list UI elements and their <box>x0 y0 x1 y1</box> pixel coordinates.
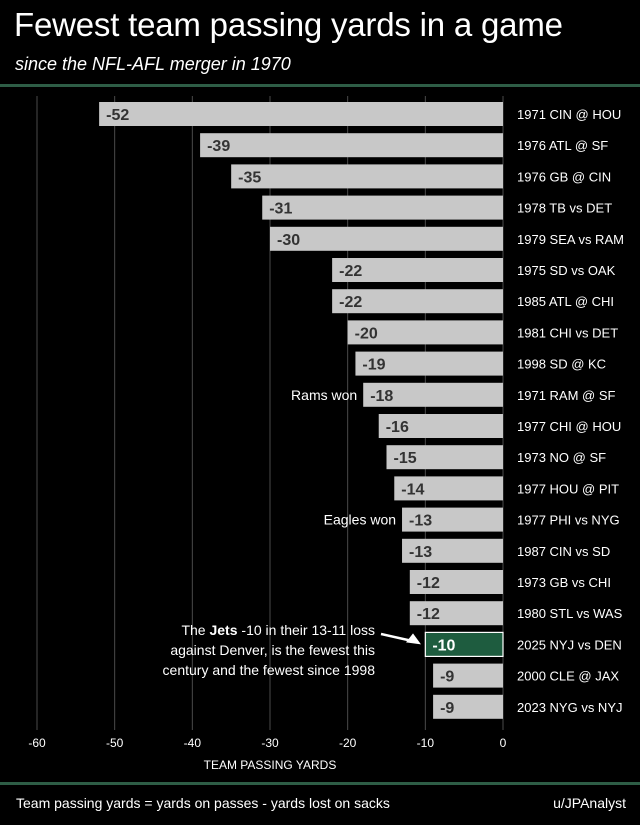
x-tick-label: -40 <box>184 736 202 750</box>
category-label: 1985 ATL @ CHI <box>517 294 614 309</box>
highlight-bar <box>424 631 504 658</box>
category-label: 1987 CIN vs SD <box>517 544 610 559</box>
category-label: 1976 GB @ CIN <box>517 169 611 184</box>
bar <box>394 476 503 501</box>
data-label: -13 <box>409 544 432 561</box>
data-label: -12 <box>417 575 440 592</box>
chart-title: Fewest team passing yards in a game <box>14 6 563 43</box>
bar <box>433 663 503 688</box>
category-label: 1981 CHI vs DET <box>517 325 618 340</box>
category-label: 1977 PHI vs NYG <box>517 513 620 528</box>
data-label: -22 <box>339 294 362 311</box>
x-axis-label: TEAM PASSING YARDS <box>204 758 337 772</box>
data-label: -19 <box>362 357 385 374</box>
bar <box>386 445 503 470</box>
x-tick-label: -60 <box>28 736 46 750</box>
bar <box>409 570 503 594</box>
data-label: -14 <box>401 481 424 498</box>
data-label: -39 <box>207 138 230 155</box>
category-label: 1975 SD vs OAK <box>517 263 616 278</box>
category-label: 2025 NYJ vs DEN <box>517 637 622 652</box>
x-tick-label: 0 <box>500 736 507 750</box>
x-tick-label: -30 <box>261 736 279 750</box>
callout-text: -10 in their 13-11 loss against Denver, … <box>162 622 375 678</box>
category-label: 2023 NYG vs NYJ <box>517 700 623 715</box>
x-tick-label: -20 <box>339 736 357 750</box>
bar <box>270 226 503 251</box>
data-label: -16 <box>386 419 409 436</box>
footer-credit: u/JPAnalyst <box>553 795 626 811</box>
x-tick-label: -50 <box>106 736 124 750</box>
callout-arrow-head <box>406 633 421 645</box>
data-label: -30 <box>277 232 300 249</box>
bar-annotation: Rams won <box>291 387 357 403</box>
callout-team: Jets <box>209 622 238 638</box>
category-label: 1971 RAM @ SF <box>517 388 616 403</box>
jets-callout: The Jets -10 in their 13-11 loss against… <box>150 620 375 680</box>
data-label: -10 <box>432 637 455 654</box>
category-label: 1976 ATL @ SF <box>517 138 608 153</box>
bar <box>402 538 503 563</box>
data-label: -15 <box>394 450 417 467</box>
bar <box>402 507 503 532</box>
bar <box>332 258 503 282</box>
bar <box>363 382 503 407</box>
category-label: 1998 SD @ KC <box>517 357 606 372</box>
category-label: 1977 HOU @ PIT <box>517 481 619 496</box>
data-label: -9 <box>440 700 454 717</box>
data-label: -22 <box>339 263 362 280</box>
category-label: 1977 CHI @ HOU <box>517 419 621 434</box>
category-label: 1973 NO @ SF <box>517 450 606 465</box>
category-label: 1973 GB vs CHI <box>517 575 611 590</box>
category-label: 1978 TB vs DET <box>517 201 612 216</box>
bar <box>231 164 503 189</box>
bar-annotation: Eagles won <box>324 512 396 528</box>
bar <box>409 601 503 626</box>
bar <box>378 414 503 438</box>
data-label: -31 <box>269 201 292 218</box>
bar <box>433 694 503 719</box>
bar <box>262 195 503 220</box>
data-label: -52 <box>106 107 129 124</box>
data-label: -20 <box>355 325 378 342</box>
data-label: -35 <box>238 169 261 186</box>
chart-subtitle: since the NFL-AFL merger in 1970 <box>15 54 291 74</box>
data-label: -12 <box>417 606 440 623</box>
data-label: -9 <box>440 669 454 686</box>
footer-note: Team passing yards = yards on passes - y… <box>16 795 390 811</box>
bar <box>355 351 503 376</box>
category-label: 1980 STL vs WAS <box>517 606 623 621</box>
data-label: -18 <box>370 388 393 405</box>
top-divider <box>0 84 640 87</box>
bottom-divider <box>0 782 640 785</box>
bar <box>347 320 503 345</box>
category-label: 1979 SEA vs RAM <box>517 232 624 247</box>
data-label: -13 <box>409 513 432 530</box>
bar <box>200 133 503 158</box>
bar <box>99 102 503 126</box>
category-label: 2000 CLE @ JAX <box>517 669 619 684</box>
x-tick-label: -10 <box>417 736 435 750</box>
category-label: 1971 CIN @ HOU <box>517 107 621 122</box>
bar <box>332 289 503 314</box>
bar-chart: -60 -50 -40 -30 -20 -10 0 TEAM PASSING YARDS -52… <box>28 96 624 772</box>
callout-prefix: The <box>181 622 210 638</box>
